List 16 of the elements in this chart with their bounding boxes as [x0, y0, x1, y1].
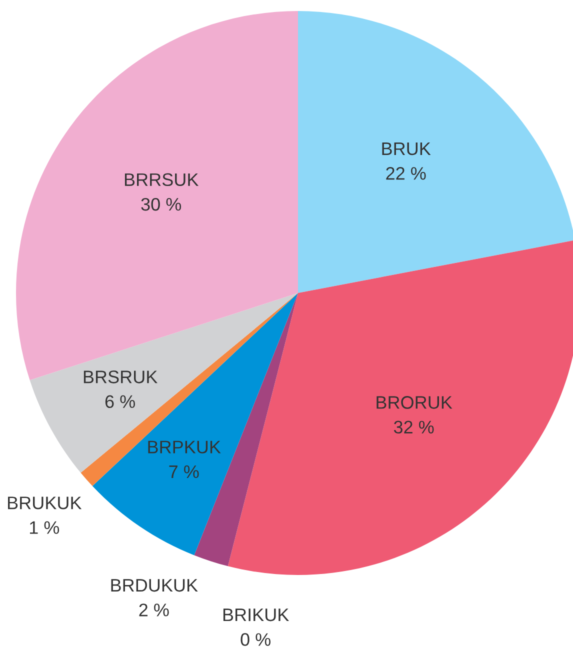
slice-label: BRRSUK: [124, 173, 199, 186]
data-label: 30 %: [141, 198, 182, 211]
data-label: 1 %: [30, 521, 60, 534]
slice-label: BRUK: [382, 142, 431, 156]
slice-label: BRDUKUK: [111, 579, 198, 592]
data-label: 22 %: [386, 167, 426, 180]
text: 0 %: [240, 633, 270, 646]
slice-label: BRPKUK: [148, 440, 221, 454]
slice-label: BRSRUK: [84, 370, 158, 384]
slice-label: BRUKUK: [8, 496, 82, 510]
data-label: 32 %: [394, 420, 434, 434]
data-label: 6 %: [105, 395, 135, 408]
data-label: 7 %: [169, 465, 199, 478]
data-label: 2 %: [139, 604, 169, 616]
category-label: BRIKUK: [223, 608, 289, 622]
slice-label: BRORUK: [376, 396, 452, 409]
